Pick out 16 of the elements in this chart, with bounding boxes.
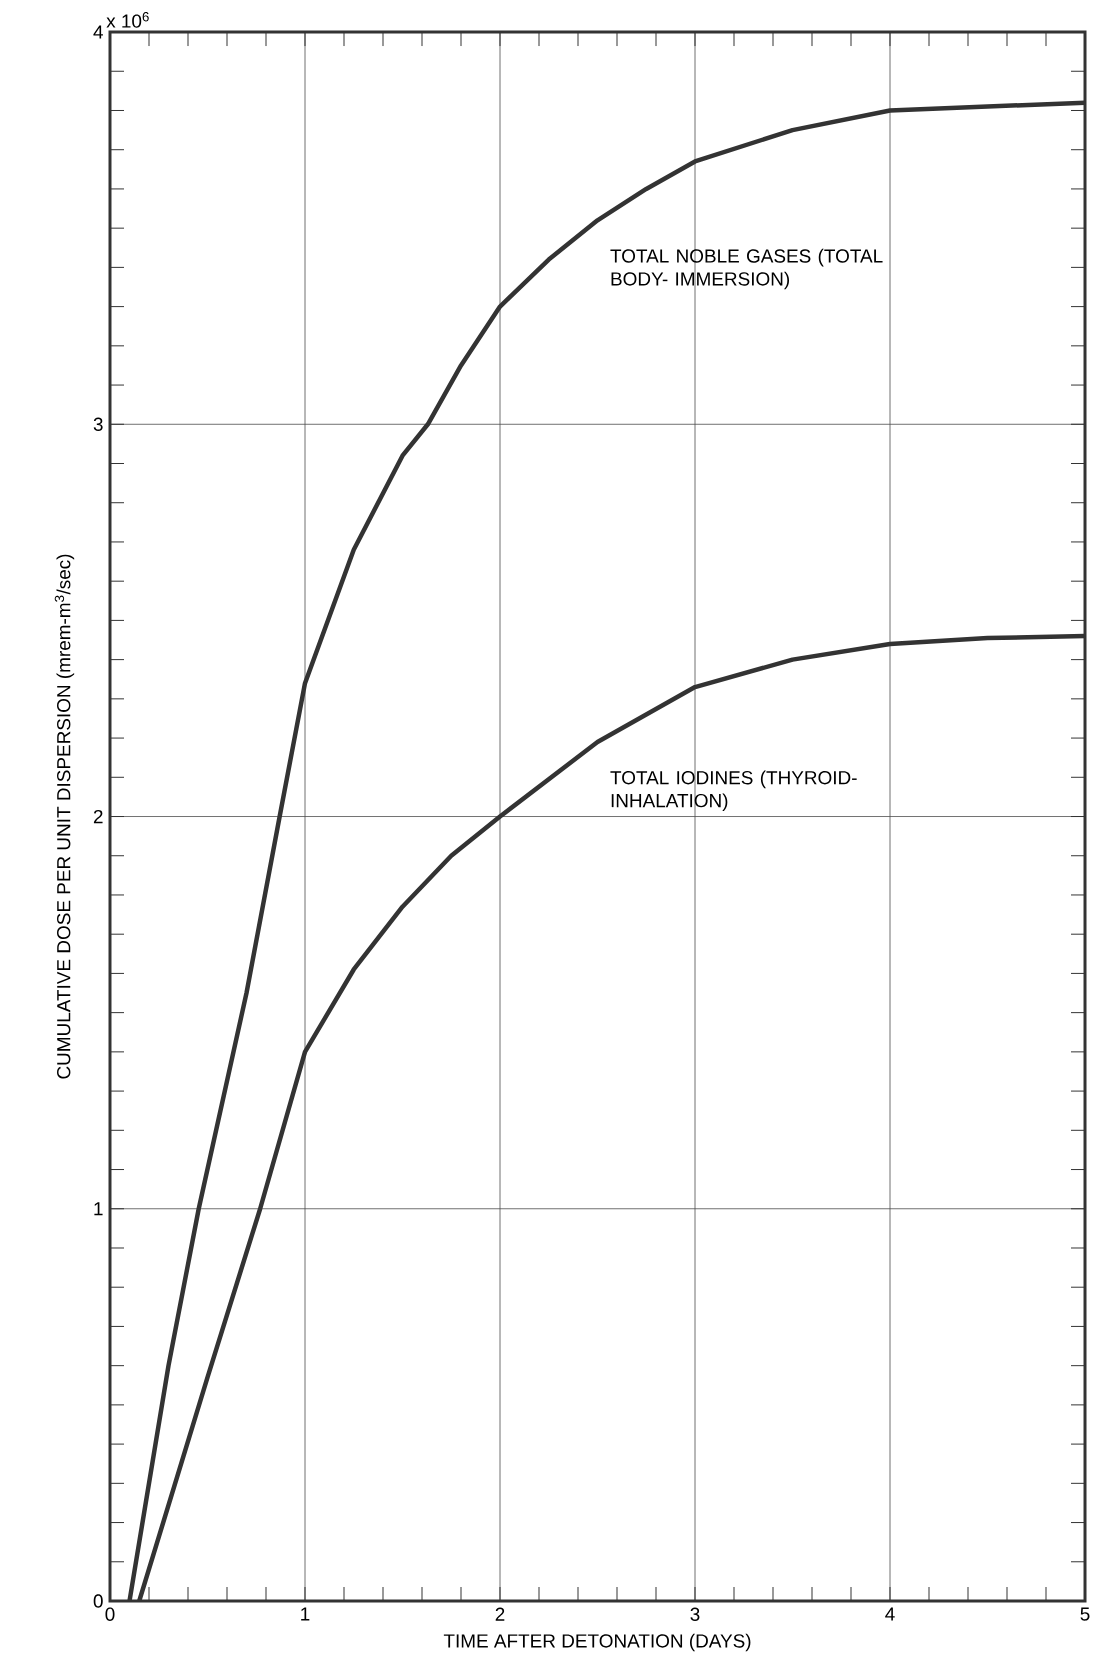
y-tick-label: 3: [93, 417, 103, 431]
y-tick-label: 2: [93, 809, 103, 824]
x-tick-label: 3: [690, 1607, 700, 1621]
y-tick-label: 4: [93, 25, 103, 39]
x-tick-label: 0: [105, 1607, 115, 1621]
y-tick-label: 1: [94, 1202, 103, 1216]
y-axis-title: CUMULATIVE DOSE PER UNIT DISPERSION (mrem-m$^{3}$/sec): [54, 554, 75, 1079]
x-tick-label: 2: [495, 1607, 505, 1621]
series-label: TOTAL NOBLE GASES (TOTAL BODY- IMMERSION): [610, 248, 883, 290]
series-label: TOTAL IODINES (THYROID-INHALATION): [610, 770, 857, 812]
y-tick-label: 0: [93, 1594, 103, 1608]
x-axis-title: TIME AFTER DETONATION (DAYS): [443, 1633, 751, 1652]
x-tick-label: 5: [1080, 1607, 1090, 1621]
text: x 10$^{6}$: [106, 12, 149, 28]
x-tick-label: 1: [301, 1607, 310, 1621]
x-tick-label: 4: [885, 1607, 895, 1621]
